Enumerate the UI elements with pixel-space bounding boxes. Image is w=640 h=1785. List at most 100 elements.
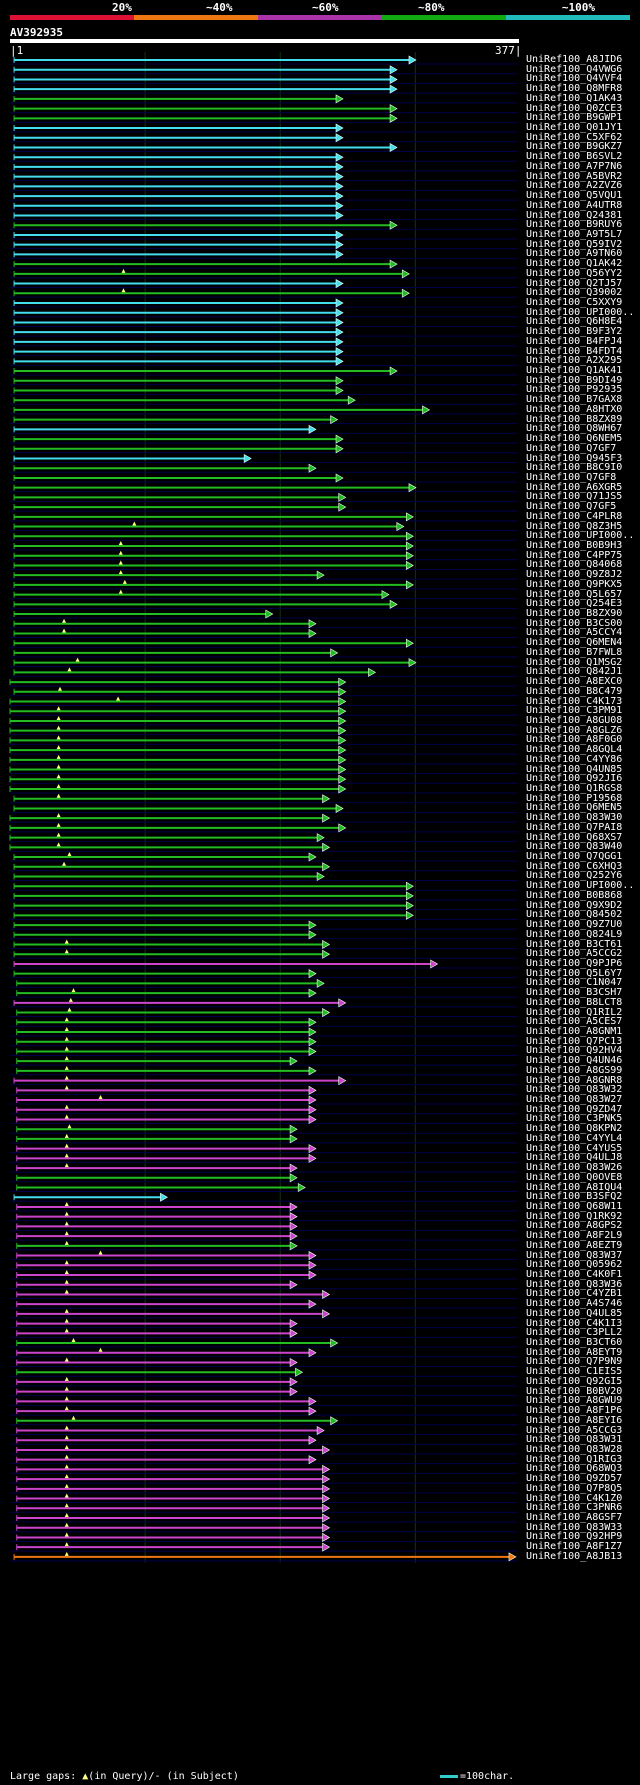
hit-label[interactable]: UniRef100_B3CS00 bbox=[526, 617, 623, 629]
hit-label[interactable]: UniRef100_A8F1P6 bbox=[526, 1405, 623, 1417]
hit-label[interactable]: UniRef100_B6SVL2 bbox=[526, 151, 623, 163]
hit-label[interactable]: UniRef100_A5CCG3 bbox=[526, 1424, 623, 1436]
hit-label[interactable]: UniRef100_Q9X9D2 bbox=[526, 899, 623, 911]
hit-label[interactable]: UniRef100_UPI000.. bbox=[526, 530, 635, 542]
hit-label[interactable]: UniRef100_C4K0F1 bbox=[526, 1269, 623, 1280]
hit-label[interactable]: UniRef100_A8GNR8 bbox=[526, 1074, 623, 1086]
hit-label[interactable]: UniRef100_Q7P9N9 bbox=[526, 1356, 623, 1368]
hit-label[interactable]: UniRef100_Q83W33 bbox=[526, 1521, 623, 1533]
hit-label[interactable]: UniRef100_Q1AK42 bbox=[526, 258, 623, 270]
hit-label[interactable]: UniRef100_Q824L9 bbox=[526, 928, 623, 940]
hit-label[interactable]: UniRef100_B9DI49 bbox=[526, 374, 623, 386]
hit-label[interactable]: UniRef100_Q5L657 bbox=[526, 588, 623, 600]
hit-label[interactable]: UniRef100_Q4UN46 bbox=[526, 1055, 623, 1067]
hit-label[interactable]: UniRef100_B9GWP1 bbox=[526, 112, 623, 124]
hit-label[interactable]: UniRef100_A8F0G0 bbox=[526, 734, 623, 746]
hit-label[interactable]: UniRef100_A8IQU4 bbox=[526, 1181, 623, 1193]
hit-label[interactable]: UniRef100_B8LCT8 bbox=[526, 996, 623, 1008]
hit-label[interactable]: UniRef100_A8EYT9 bbox=[526, 1346, 623, 1358]
hit-label[interactable]: UniRef100_Q56YY2 bbox=[526, 267, 623, 279]
hit-label[interactable]: UniRef100_A8JB13 bbox=[526, 1550, 623, 1562]
hit-label[interactable]: UniRef100_Q7QGG1 bbox=[526, 851, 623, 863]
hit-label[interactable]: UniRef100_A8GPS2 bbox=[526, 1220, 623, 1232]
hit-label[interactable]: UniRef100_P92935 bbox=[526, 384, 623, 396]
hit-label[interactable]: UniRef100_Q6MEN5 bbox=[526, 802, 623, 814]
hit-label[interactable]: UniRef100_Q6NEM5 bbox=[526, 433, 623, 445]
hit-label[interactable]: UniRef100_Q7GF5 bbox=[526, 501, 617, 513]
hit-label[interactable]: UniRef100_Q9Z8J2 bbox=[526, 569, 623, 581]
hit-label[interactable]: UniRef100_Q945F3 bbox=[526, 452, 623, 464]
hit-label[interactable]: UniRef100_A8F1Z7 bbox=[526, 1541, 623, 1553]
hit-label[interactable]: UniRef100_Q1RK92 bbox=[526, 1210, 623, 1222]
hit-label[interactable]: UniRef100_Q9PKX5 bbox=[526, 578, 623, 590]
hit-label[interactable]: UniRef100_Q83W30 bbox=[526, 812, 623, 824]
hit-label[interactable]: UniRef100_B7GAX8 bbox=[526, 394, 623, 406]
hit-label[interactable]: UniRef100_B9GKZ7 bbox=[526, 141, 623, 153]
hit-label[interactable]: UniRef100_A5BVR2 bbox=[526, 170, 623, 182]
hit-label[interactable]: UniRef100_C5XF62 bbox=[526, 131, 623, 143]
hit-label[interactable]: UniRef100_Q92HV4 bbox=[526, 1045, 623, 1057]
hit-label[interactable]: UniRef100_Q24381 bbox=[526, 209, 623, 221]
hit-label[interactable]: UniRef100_B3SFQ2 bbox=[526, 1191, 623, 1203]
hit-label[interactable]: UniRef100_Q8MFR8 bbox=[526, 83, 623, 95]
hit-label[interactable]: UniRef100_B9F3Y2 bbox=[526, 326, 623, 338]
hit-label[interactable]: UniRef100_Q7PAI8 bbox=[526, 821, 623, 833]
hit-label[interactable]: UniRef100_Q92GI5 bbox=[526, 1375, 623, 1387]
hit-label[interactable]: UniRef100_Q4ULJ8 bbox=[526, 1152, 623, 1164]
hit-label[interactable]: UniRef100_C4YYL4 bbox=[526, 1132, 623, 1144]
hit-label[interactable]: UniRef100_Q6H8E4 bbox=[526, 316, 623, 328]
hit-label[interactable]: UniRef100_A4UTR8 bbox=[526, 199, 623, 211]
hit-label[interactable]: UniRef100_B9RUY6 bbox=[526, 219, 623, 231]
hit-label[interactable]: UniRef100_A8HTX0 bbox=[526, 403, 623, 415]
hit-label[interactable]: UniRef100_Q254E3 bbox=[526, 598, 623, 610]
hit-label[interactable]: UniRef100_Q83W28 bbox=[526, 1443, 623, 1455]
hit-label[interactable]: UniRef100_B4FDT4 bbox=[526, 345, 623, 357]
hit-label[interactable]: UniRef100_A8GNM1 bbox=[526, 1026, 623, 1037]
hit-label[interactable]: UniRef100_A5CCY4 bbox=[526, 627, 623, 639]
hit-label[interactable]: UniRef100_Q2TJ57 bbox=[526, 277, 623, 289]
hit-label[interactable]: UniRef100_Q8WH67 bbox=[526, 423, 623, 435]
hit-label[interactable]: UniRef100_A8GS99 bbox=[526, 1064, 623, 1076]
hit-label[interactable]: UniRef100_B3CSH7 bbox=[526, 987, 623, 999]
hit-label[interactable]: UniRef100_C4YUS5 bbox=[526, 1142, 623, 1154]
hit-label[interactable]: UniRef100_Q842J1 bbox=[526, 666, 623, 678]
hit-label[interactable]: UniRef100_C4PLR8 bbox=[526, 510, 623, 522]
hit-label[interactable]: UniRef100_Q83W32 bbox=[526, 1084, 623, 1096]
hit-label[interactable]: UniRef100_B7FWL8 bbox=[526, 646, 623, 658]
hit-label[interactable]: UniRef100_Q7GF7 bbox=[526, 442, 617, 454]
hit-label[interactable]: UniRef100_Q1RIG3 bbox=[526, 1453, 623, 1465]
hit-label[interactable]: UniRef100_Q83W40 bbox=[526, 841, 623, 853]
hit-label[interactable]: UniRef100_Q7P8Q5 bbox=[526, 1482, 623, 1494]
hit-label[interactable]: UniRef100_A8F2L9 bbox=[526, 1230, 623, 1242]
hit-label[interactable]: UniRef100_A8EXC0 bbox=[526, 676, 623, 688]
hit-label[interactable]: UniRef100_Q92HP9 bbox=[526, 1531, 623, 1543]
hit-label[interactable]: UniRef100_Q9ZD47 bbox=[526, 1103, 623, 1115]
hit-label[interactable]: UniRef100_C4YZB1 bbox=[526, 1288, 623, 1300]
hit-label[interactable]: UniRef100_A8GSF7 bbox=[526, 1512, 623, 1523]
hit-label[interactable]: UniRef100_C1EIS5 bbox=[526, 1366, 623, 1378]
hit-label[interactable]: UniRef100_B0BV20 bbox=[526, 1385, 623, 1397]
hit-label[interactable]: UniRef100_A8GU08 bbox=[526, 714, 623, 726]
hit-label[interactable]: UniRef100_Q84502 bbox=[526, 909, 623, 921]
hit-label[interactable]: UniRef100_A2X295 bbox=[526, 355, 623, 367]
hit-label[interactable]: UniRef100_Q0OVE8 bbox=[526, 1171, 623, 1183]
hit-label[interactable]: UniRef100_Q1AK41 bbox=[526, 365, 623, 377]
hit-label[interactable]: UniRef100_Q6MEN4 bbox=[526, 637, 623, 649]
hit-label[interactable]: UniRef100_Q83W27 bbox=[526, 1094, 623, 1106]
hit-label[interactable]: UniRef100_C4PP75 bbox=[526, 549, 623, 561]
hit-label[interactable]: UniRef100_C3PLL2 bbox=[526, 1327, 623, 1339]
hit-label[interactable]: UniRef100_A8GLZ6 bbox=[526, 724, 623, 736]
hit-label[interactable]: UniRef100_A9T5L7 bbox=[526, 228, 623, 240]
hit-label[interactable]: UniRef100_B8ZX89 bbox=[526, 413, 623, 425]
hit-label[interactable]: UniRef100_Q7PC13 bbox=[526, 1035, 623, 1047]
hit-label[interactable]: UniRef100_C3PM91 bbox=[526, 705, 623, 717]
hit-label[interactable]: UniRef100_Q7GF8 bbox=[526, 471, 617, 483]
hit-label[interactable]: UniRef100_B8C479 bbox=[526, 685, 623, 697]
hit-label[interactable]: UniRef100_A5CCG2 bbox=[526, 948, 623, 960]
hit-label[interactable]: UniRef100_Q39002 bbox=[526, 287, 623, 299]
hit-label[interactable]: UniRef100_A8EYI6 bbox=[526, 1414, 623, 1426]
hit-label[interactable]: UniRef100_Q0ZCE3 bbox=[526, 102, 623, 114]
hit-label[interactable]: UniRef100_B3CT60 bbox=[526, 1337, 623, 1349]
hit-label[interactable]: UniRef100_UPI000.. bbox=[526, 306, 635, 318]
hit-label[interactable]: UniRef100_B0B868 bbox=[526, 889, 623, 901]
